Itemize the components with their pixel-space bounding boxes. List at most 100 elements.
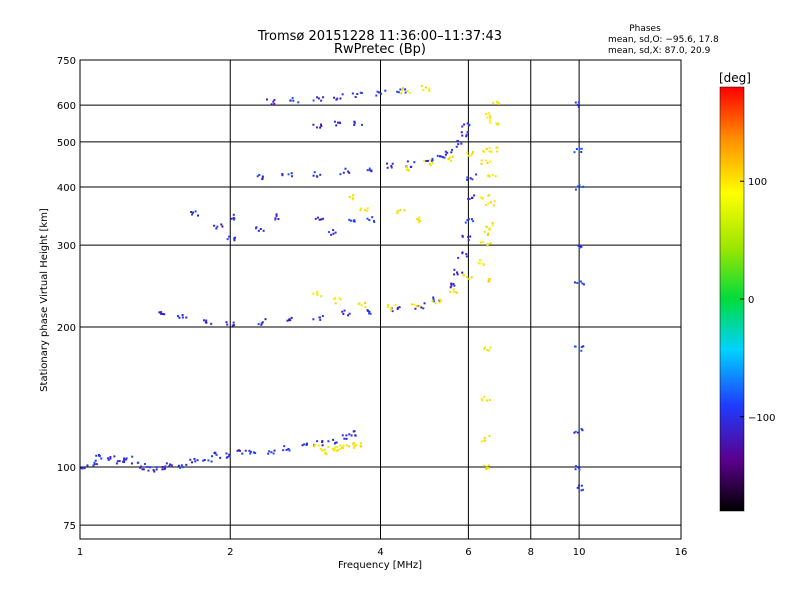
echo-point — [283, 445, 286, 448]
echo-point — [232, 216, 235, 219]
echo-point — [290, 175, 293, 178]
echo-point — [319, 173, 322, 176]
echo-point — [319, 447, 322, 450]
echo-point — [330, 233, 333, 236]
echo-point — [193, 457, 196, 460]
echo-point — [580, 346, 583, 349]
echo-point — [333, 442, 336, 445]
echo-point — [273, 449, 276, 452]
x-tick-label: 6 — [465, 547, 471, 558]
echo-point — [249, 450, 252, 453]
echo-point — [153, 470, 156, 473]
echo-point — [578, 147, 581, 150]
echo-point — [80, 467, 83, 470]
echo-point — [396, 307, 399, 310]
echo-point — [233, 239, 236, 242]
echo-point — [489, 160, 492, 163]
echo-point — [491, 173, 494, 176]
echo-point — [475, 173, 478, 176]
echo-point — [489, 201, 492, 204]
echo-point — [203, 458, 206, 461]
echo-point — [170, 464, 173, 467]
echo-point — [396, 211, 399, 214]
echo-point — [360, 304, 363, 307]
echo-point — [376, 90, 379, 93]
stats-line-o: mean, sd,O: −95.6, 17.8 — [608, 35, 719, 45]
echo-point — [226, 323, 229, 326]
echo-point — [291, 97, 294, 100]
echo-point — [210, 460, 213, 463]
echo-point — [163, 313, 166, 316]
colorbar-ticks: 100 0 −100 — [740, 177, 775, 424]
echo-point — [331, 447, 334, 450]
echo-point — [485, 147, 488, 150]
echo-point — [122, 459, 125, 462]
echo-point — [416, 218, 419, 221]
echo-point — [318, 316, 321, 319]
echo-point — [272, 452, 275, 455]
echo-point — [479, 196, 482, 199]
echo-point — [439, 298, 442, 301]
echo-point — [262, 229, 265, 232]
echo-point — [576, 431, 579, 434]
echo-point — [334, 302, 337, 305]
echo-point — [149, 466, 152, 469]
echo-point — [461, 235, 464, 238]
echo-point — [390, 165, 393, 168]
echo-point — [341, 310, 344, 313]
echo-point — [348, 171, 351, 174]
echo-point — [142, 468, 145, 471]
echo-point — [578, 468, 581, 471]
echo-point — [321, 440, 324, 443]
y-tick-label: 200 — [57, 323, 76, 334]
echo-point — [461, 134, 464, 137]
echo-point — [210, 322, 213, 325]
echo-point — [160, 311, 163, 314]
echo-point — [483, 348, 486, 351]
echo-point — [461, 125, 464, 128]
echo-point — [345, 437, 348, 440]
echo-point — [352, 443, 355, 446]
echo-point — [286, 319, 289, 322]
echo-point — [466, 178, 469, 181]
echo-point — [339, 444, 342, 447]
x-axis-ticks: 1 2 4 6 8 10 16 — [77, 547, 688, 558]
echo-point — [422, 307, 425, 310]
echo-point — [402, 87, 405, 90]
echo-point — [256, 175, 259, 178]
echo-point — [449, 286, 452, 289]
echo-point — [354, 95, 357, 98]
echo-point — [390, 307, 393, 310]
echo-point — [333, 96, 336, 99]
echo-point — [496, 150, 499, 153]
echo-point — [488, 435, 491, 438]
echo-point — [483, 439, 486, 442]
echo-point — [288, 319, 291, 322]
echo-point — [450, 284, 453, 287]
echo-point — [386, 166, 389, 169]
echo-point — [292, 99, 295, 102]
echo-point — [452, 288, 455, 291]
echo-point — [339, 97, 342, 100]
echo-point — [350, 219, 353, 222]
echo-point — [161, 312, 164, 315]
echo-point — [335, 441, 338, 444]
echo-point — [468, 277, 471, 280]
y-tick-label: 750 — [57, 56, 76, 67]
echo-point — [403, 209, 406, 212]
echo-point — [466, 219, 469, 222]
echo-point — [399, 88, 402, 91]
echo-point — [578, 467, 581, 470]
echo-point — [582, 488, 585, 491]
echo-point — [194, 460, 197, 463]
echo-point — [368, 310, 371, 313]
echo-point — [177, 464, 180, 467]
echo-point — [342, 171, 345, 174]
echo-point — [215, 227, 218, 230]
echo-point — [367, 310, 370, 313]
echo-point — [319, 318, 322, 321]
echo-point — [359, 445, 362, 448]
echo-point — [497, 102, 500, 105]
echo-point — [158, 311, 161, 314]
echo-point — [312, 174, 315, 177]
